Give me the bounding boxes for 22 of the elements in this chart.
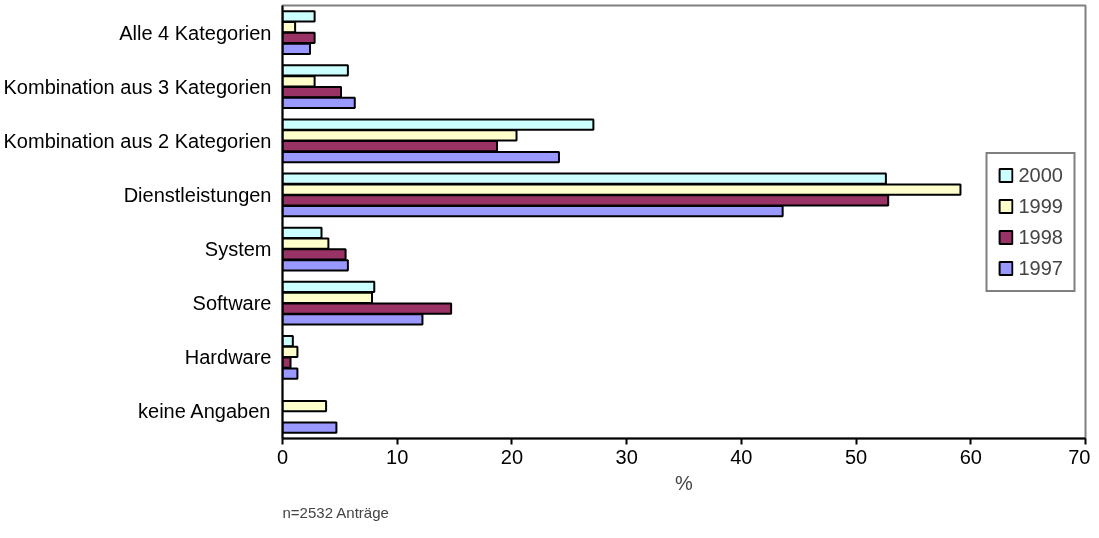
x-tick-label: 50 <box>844 445 868 468</box>
y-tick-label: System <box>204 238 272 261</box>
x-tick-label: 70 <box>1068 445 1091 468</box>
y-tick-label: Alle 4 Kategorien <box>119 21 272 44</box>
y-tick-label: Software <box>192 292 272 315</box>
legend-label: 2000 <box>1018 163 1063 187</box>
y-tick-label: Kombination aus 2 Kategorien <box>3 129 272 152</box>
legend-label: 1998 <box>1018 225 1063 249</box>
y-tick-label: Dienstleistungen <box>123 183 272 206</box>
x-tick-label: 10 <box>386 445 409 468</box>
y-tick-label: Hardware <box>184 346 272 369</box>
legend-label: 1997 <box>1018 256 1063 280</box>
x-axis-title: % <box>675 471 694 494</box>
y-tick-label: keine Angaben <box>138 400 271 423</box>
legend-label: 1999 <box>1018 194 1063 218</box>
text: n=2532 Anträge <box>282 503 389 521</box>
x-tick-label: 40 <box>730 445 753 468</box>
x-tick-label: 20 <box>500 445 524 468</box>
y-tick-label: Kombination aus 3 Kategorien <box>3 75 272 98</box>
x-tick-label: 0 <box>276 445 289 468</box>
x-tick-label: 60 <box>959 445 982 468</box>
x-tick-label: 30 <box>615 445 638 468</box>
